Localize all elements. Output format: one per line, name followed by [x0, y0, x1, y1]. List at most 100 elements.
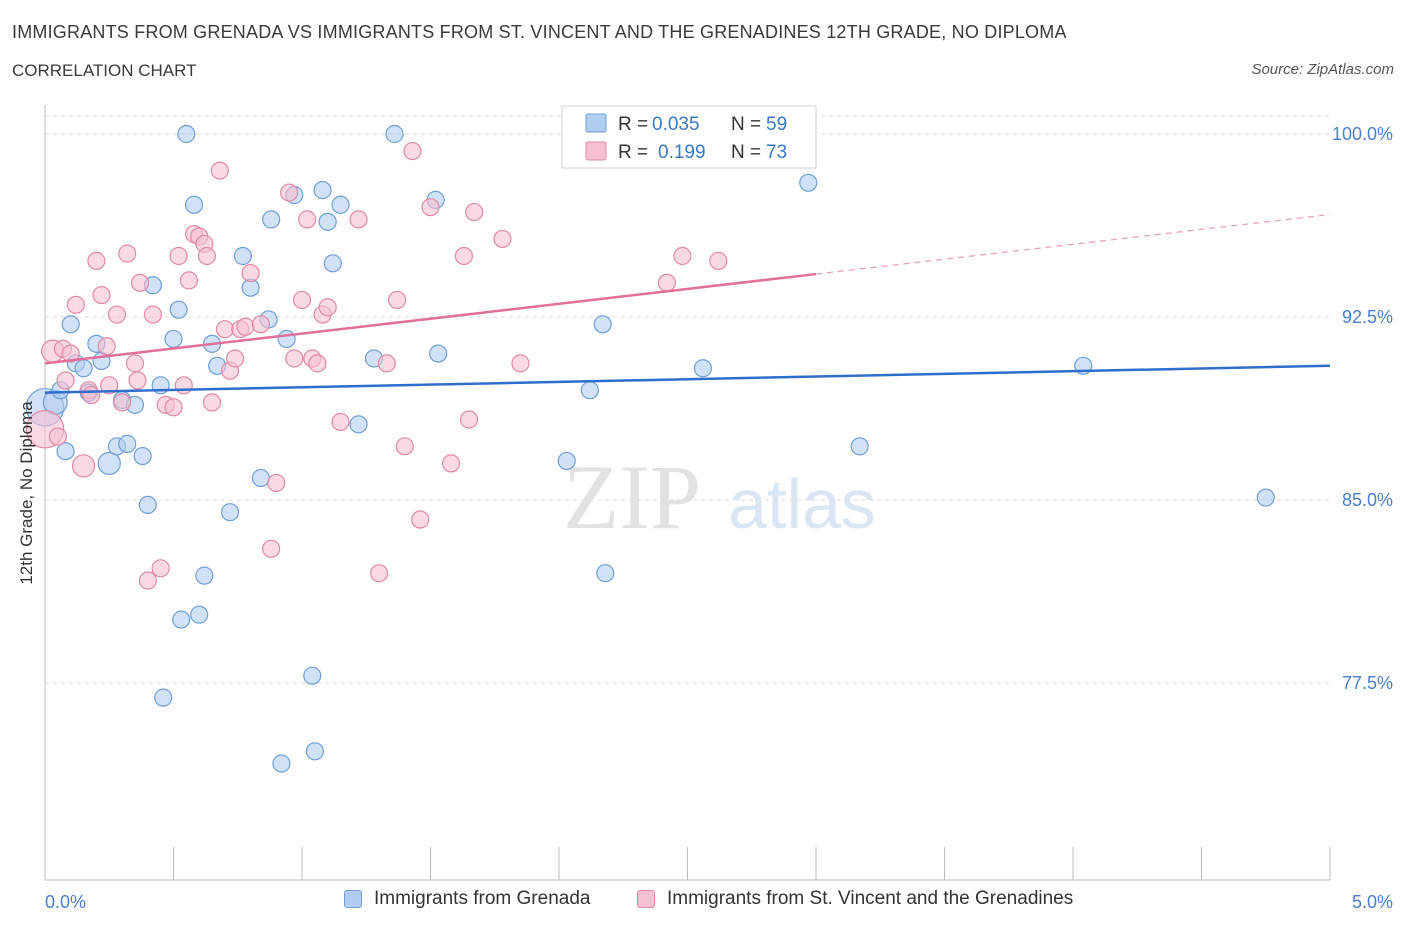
point-series1-5	[61, 344, 80, 363]
x-tick-labels: 0.0% 5.0%	[45, 892, 1393, 912]
point-series0-51	[593, 315, 612, 334]
point-series0-32	[251, 468, 270, 488]
point-series0-20	[164, 329, 183, 349]
point-series0-41	[318, 212, 337, 231]
point-series1-56	[395, 437, 414, 456]
point-series0-34	[262, 210, 281, 229]
point-series1-65	[511, 354, 530, 373]
watermark-atlas: atlas	[728, 465, 876, 543]
trend-line-extension-series1	[815, 213, 1331, 275]
legend-item-stvincent[interactable]: Immigrants from St. Vincent and the Gren…	[637, 888, 1073, 910]
chart-subtitle: CORRELATION CHART	[12, 61, 197, 80]
y-tick-label-3: 100.0%	[1332, 124, 1393, 144]
point-series0-52	[596, 564, 615, 583]
point-series1-59	[421, 198, 440, 217]
point-series1-19	[130, 273, 150, 292]
point-series1-31	[197, 246, 217, 266]
point-series1-21	[143, 305, 163, 324]
point-series1-55	[387, 290, 407, 310]
point-series1-42	[267, 473, 286, 493]
source-credit: Source: ZipAtlas.com	[1251, 61, 1394, 78]
legend-item-grenada[interactable]: Immigrants from Grenada	[344, 888, 590, 910]
point-series0-53	[693, 359, 713, 378]
point-series1-20	[138, 571, 157, 590]
point-series0-44	[349, 415, 368, 434]
y-tick-label-2: 92.5%	[1342, 307, 1393, 327]
point-series0-10	[97, 451, 121, 476]
point-series1-32	[202, 393, 222, 412]
gridlines	[45, 115, 1330, 684]
point-series0-26	[195, 566, 214, 585]
point-series1-25	[169, 246, 188, 266]
point-series1-54	[377, 354, 396, 373]
point-series1-16	[118, 244, 137, 263]
point-series1-50	[318, 298, 337, 317]
legend-swatch-stvincent	[637, 890, 655, 908]
point-series1-64	[493, 229, 512, 249]
point-series1-38	[236, 317, 255, 336]
point-series0-39	[305, 742, 324, 761]
x-tick-label-1: 5.0%	[1352, 892, 1393, 912]
point-series1-66	[657, 273, 677, 292]
point-series1-18	[128, 371, 147, 390]
point-series0-57	[1256, 488, 1275, 507]
point-series0-49	[557, 451, 576, 471]
point-series0-15	[133, 446, 152, 466]
point-series0-42	[323, 254, 342, 273]
point-series1-10	[87, 251, 106, 270]
point-series1-48	[308, 354, 327, 373]
point-series0-3	[56, 442, 75, 461]
point-series0-4	[61, 315, 80, 334]
point-series0-13	[118, 434, 137, 453]
point-series1-41	[262, 539, 281, 558]
point-series1-61	[454, 246, 474, 266]
point-series1-12	[97, 337, 116, 356]
point-series1-17	[125, 354, 145, 373]
point-series1-24	[164, 398, 183, 417]
point-series0-23	[177, 124, 196, 144]
point-series0-16	[138, 495, 157, 514]
x-tick-label-0: 0.0%	[45, 892, 86, 912]
point-series1-63	[465, 202, 484, 222]
point-series0-19	[154, 688, 173, 707]
point-series0-22	[172, 610, 191, 629]
point-series0-43	[331, 195, 350, 214]
legend-label-stvincent: Immigrants from St. Vincent and the Gren…	[667, 888, 1074, 909]
point-series1-14	[107, 305, 127, 324]
legend-swatch-grenada	[344, 890, 362, 908]
point-series1-44	[285, 349, 304, 368]
point-series1-13	[100, 376, 119, 395]
point-series1-43	[280, 183, 299, 202]
watermark: ZIP atlas	[563, 446, 876, 548]
point-series1-6	[66, 295, 85, 314]
point-series1-62	[459, 410, 479, 429]
y-axis-label: 12th Grade, No Diploma	[17, 401, 36, 585]
point-series1-58	[411, 510, 430, 529]
point-series0-24	[184, 195, 204, 214]
point-series1-53	[370, 564, 389, 583]
point-series1-4	[56, 371, 75, 390]
point-series0-40	[313, 181, 332, 200]
stats-n-value-1: 59	[766, 114, 787, 135]
trend-line-series0	[44, 364, 1331, 394]
point-series1-39	[241, 263, 260, 283]
point-series1-9	[82, 385, 101, 405]
axes	[44, 105, 1331, 881]
stats-r-value-2: 0.199	[658, 142, 706, 163]
point-series0-55	[850, 437, 869, 456]
stats-n-label-2: N =	[731, 142, 761, 163]
point-series1-15	[112, 393, 132, 412]
stats-n-label-1: N =	[731, 114, 761, 135]
stats-n-value-2: 73	[766, 142, 787, 163]
point-series0-21	[169, 300, 188, 319]
data-points	[25, 124, 1275, 773]
point-series0-38	[303, 666, 322, 685]
point-series0-25	[190, 605, 209, 624]
stats-legend: R = 0.035 N = 59 R = 0.199 N = 73	[561, 105, 817, 169]
y-tick-label-1: 85.0%	[1342, 490, 1393, 510]
point-series1-57	[403, 141, 422, 161]
point-series1-68	[709, 251, 728, 270]
point-series0-30	[233, 246, 252, 266]
point-series1-7	[71, 454, 96, 478]
point-series1-22	[151, 559, 170, 578]
